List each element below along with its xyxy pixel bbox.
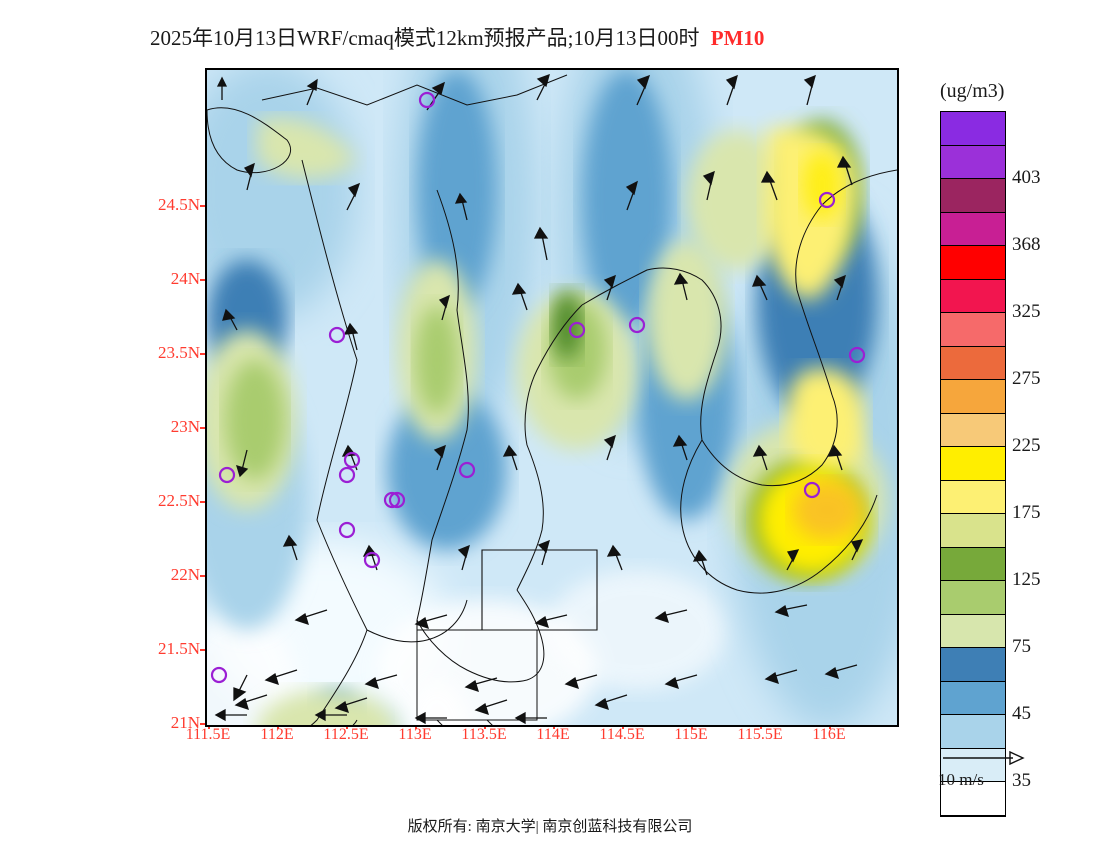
wind-speed-legend: 10 m/s: [938, 748, 1028, 790]
ytick-label[interactable]: 23N: [128, 417, 200, 437]
ytick-label[interactable]: 22N: [128, 565, 200, 585]
cb-label[interactable]: 368: [1012, 234, 1041, 256]
xtick-label[interactable]: 113E: [398, 726, 431, 744]
cb-label[interactable]: 125: [1012, 569, 1041, 591]
contour-map[interactable]: [205, 68, 899, 727]
xtick-label[interactable]: 115.5E: [737, 726, 782, 744]
footer-text: 版权所有: 南京大学| 南京创蓝科技有限公司: [0, 815, 1100, 836]
ytick-label[interactable]: 23.5N: [128, 343, 200, 363]
xtick-label[interactable]: 112.5E: [323, 726, 368, 744]
cb-label[interactable]: 225: [1012, 435, 1041, 457]
title-text: 2025年10月13日WRF/cmaq模式12km预报产品;10月13日00时: [150, 26, 700, 50]
xtick-label[interactable]: 114E: [536, 726, 569, 744]
ytick-label[interactable]: 24.5N: [128, 195, 200, 215]
cb-label[interactable]: 325: [1012, 301, 1041, 323]
colorbar-title: (ug/m3): [940, 80, 1100, 103]
xtick-label[interactable]: 116E: [812, 726, 845, 744]
cb-label[interactable]: 175: [1012, 502, 1041, 524]
cb-label[interactable]: 75: [1012, 636, 1031, 658]
xtick-label[interactable]: 112E: [260, 726, 293, 744]
xtick-label[interactable]: 113.5E: [461, 726, 506, 744]
cb-label[interactable]: 275: [1012, 368, 1041, 390]
colorbar-gradient[interactable]: [940, 111, 1006, 817]
cb-label[interactable]: 45: [1012, 703, 1031, 725]
pollutant-label: PM10: [711, 26, 765, 50]
xtick-label[interactable]: 115E: [674, 726, 707, 744]
xtick-label[interactable]: 111.5E: [186, 726, 231, 744]
wind-speed-label: 10 m/s: [938, 770, 1028, 790]
page-title: 2025年10月13日WRF/cmaq模式12km预报产品;10月13日00时 …: [150, 22, 764, 52]
cb-label[interactable]: 403: [1012, 167, 1041, 189]
ytick-label[interactable]: 22.5N: [128, 491, 200, 511]
ytick-label[interactable]: 21.5N: [128, 639, 200, 659]
xtick-label[interactable]: 114.5E: [599, 726, 644, 744]
colorbar-legend: (ug/m3) 403 368 3: [940, 80, 1100, 817]
ytick-label[interactable]: 24N: [128, 269, 200, 289]
